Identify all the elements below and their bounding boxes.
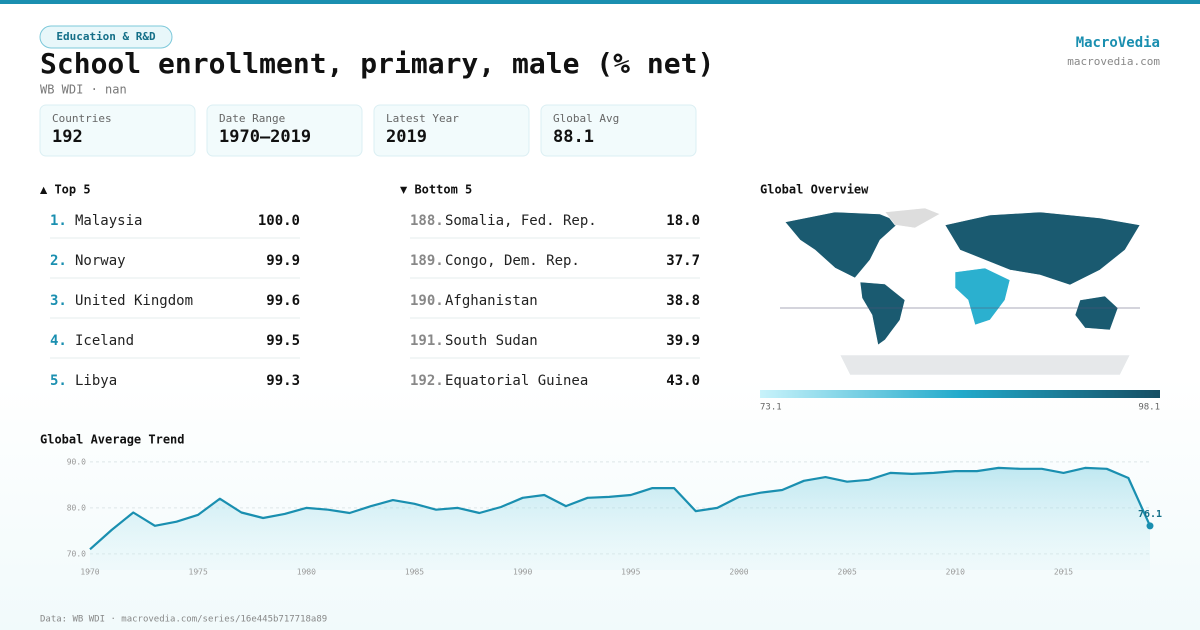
tag-pill (39, 25, 173, 49)
rank: 191. (410, 333, 444, 349)
list-title: ▲ Top 5 (40, 183, 91, 197)
country: Somalia, Fed. Rep. (445, 213, 597, 229)
rank: 3. (50, 293, 67, 309)
stat-value: 1970–2019 (219, 127, 311, 147)
value: 38.8 (666, 293, 700, 309)
stat-card (540, 104, 697, 157)
map-title: Global Overview (760, 183, 869, 197)
country: South Sudan (445, 333, 538, 349)
x-tick-label: 2015 (1054, 568, 1073, 577)
trend-line (89, 466, 1152, 551)
end-point (1146, 522, 1154, 530)
africa (954, 267, 1011, 326)
australia (1074, 295, 1119, 331)
country: Congo, Dem. Rep. (445, 253, 580, 269)
eurasia (944, 211, 1141, 286)
x-tick-label: 1970 (80, 568, 99, 577)
chart-title: Global Average Trend (40, 433, 185, 447)
stat-value: 2019 (386, 127, 427, 147)
value: 99.5 (266, 333, 300, 349)
rank: 5. (50, 373, 67, 389)
value: 39.9 (666, 333, 700, 349)
value: 37.7 (666, 253, 700, 269)
list-title: ▼ Bottom 5 (400, 183, 472, 197)
y-tick-label: 80.0 (67, 503, 86, 512)
country: Malaysia (75, 213, 142, 229)
north-america (784, 211, 901, 279)
subtitle: WB WDI · nan (40, 83, 127, 97)
scale-max: 98.1 (1138, 403, 1160, 413)
value: 99.9 (266, 253, 300, 269)
x-tick-label: 1995 (621, 568, 640, 577)
rank: 192. (410, 373, 444, 389)
value: 43.0 (666, 373, 700, 389)
rank: 190. (410, 293, 444, 309)
site: macrovedia.com (1067, 55, 1160, 68)
antarctica (839, 354, 1131, 376)
stat-value: 192 (52, 127, 83, 147)
x-tick-label: 1975 (189, 568, 208, 577)
country: Equatorial Guinea (445, 373, 588, 389)
footer: Data: WB WDI · macrovedia.com/series/16e… (40, 615, 327, 625)
world-map (784, 207, 1141, 376)
scale-min: 73.1 (760, 403, 782, 413)
country: Afghanistan (445, 293, 538, 309)
value: 99.3 (266, 373, 300, 389)
x-tick-label: 1985 (405, 568, 424, 577)
value: 100.0 (258, 213, 300, 229)
value: 99.6 (266, 293, 300, 309)
rank: 1. (50, 213, 67, 229)
colorbar (760, 390, 1160, 398)
brand: MacroVedia (1076, 35, 1160, 51)
x-tick-label: 2010 (946, 568, 965, 577)
stat-label: Latest Year (386, 112, 459, 125)
stat-card (206, 104, 363, 157)
country: Iceland (75, 333, 134, 349)
x-tick-label: 2000 (729, 568, 748, 577)
country: United Kingdom (75, 293, 193, 309)
title: School enrollment, primary, male (% net) (40, 47, 714, 80)
country: Norway (75, 253, 126, 269)
top-bar (0, 0, 1200, 4)
rank: 4. (50, 333, 67, 349)
x-tick-label: 1990 (513, 568, 532, 577)
tag: Education & R&D (56, 30, 156, 43)
area (90, 467, 1150, 570)
stat-label: Date Range (219, 112, 285, 125)
stat-value: 88.1 (553, 127, 594, 147)
south-america (859, 281, 906, 346)
rank: 188. (410, 213, 444, 229)
rank: 189. (410, 253, 444, 269)
end-label: 76.1 (1138, 509, 1162, 520)
rank: 2. (50, 253, 67, 269)
stat-card (39, 104, 196, 157)
stat-label: Global Avg (553, 112, 619, 125)
x-tick-label: 2005 (838, 568, 857, 577)
y-tick-label: 70.0 (67, 549, 86, 558)
x-tick-label: 1980 (297, 568, 316, 577)
country: Libya (75, 373, 117, 389)
value: 18.0 (666, 213, 700, 229)
stat-card (373, 104, 530, 157)
stat-label: Countries (52, 112, 112, 125)
greenland (884, 207, 941, 229)
y-tick-label: 90.0 (67, 457, 86, 466)
